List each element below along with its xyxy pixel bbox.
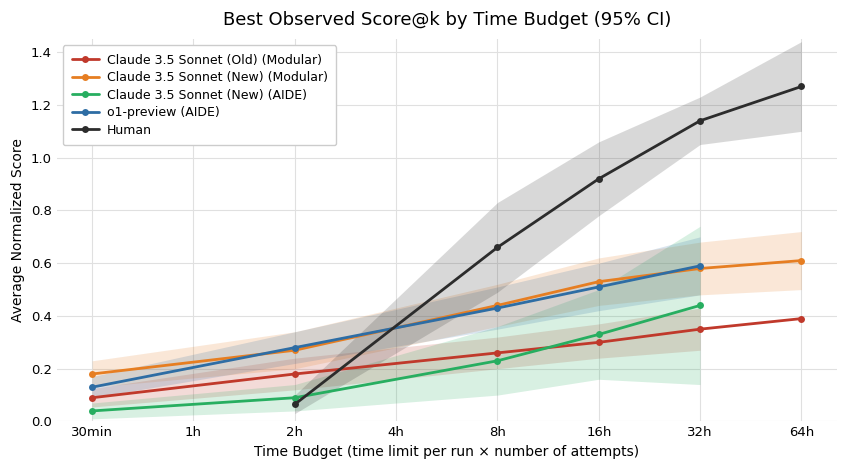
Claude 3.5 Sonnet (New) (AIDE) bbox=[695, 303, 706, 308]
Claude 3.5 Sonnet (New) (AIDE) bbox=[290, 395, 300, 400]
Title: Best Observed Score@k by Time Budget (95% CI): Best Observed Score@k by Time Budget (95… bbox=[222, 11, 671, 29]
o1-preview (AIDE) bbox=[290, 345, 300, 351]
Y-axis label: Average Normalized Score: Average Normalized Score bbox=[11, 138, 25, 322]
Line: Claude 3.5 Sonnet (Old) (Modular): Claude 3.5 Sonnet (Old) (Modular) bbox=[89, 315, 805, 401]
Human bbox=[493, 244, 503, 250]
Claude 3.5 Sonnet (New) (AIDE) bbox=[594, 332, 604, 337]
X-axis label: Time Budget (time limit per run × number of attempts): Time Budget (time limit per run × number… bbox=[254, 445, 639, 459]
Human bbox=[796, 84, 806, 89]
o1-preview (AIDE) bbox=[493, 305, 503, 311]
o1-preview (AIDE) bbox=[695, 263, 706, 269]
Human bbox=[695, 118, 706, 124]
Line: Claude 3.5 Sonnet (New) (AIDE): Claude 3.5 Sonnet (New) (AIDE) bbox=[89, 302, 704, 415]
Claude 3.5 Sonnet (New) (Modular) bbox=[594, 279, 604, 284]
Claude 3.5 Sonnet (New) (Modular) bbox=[290, 347, 300, 353]
Line: o1-preview (AIDE): o1-preview (AIDE) bbox=[89, 262, 704, 391]
Claude 3.5 Sonnet (New) (AIDE) bbox=[493, 358, 503, 364]
Line: Claude 3.5 Sonnet (New) (Modular): Claude 3.5 Sonnet (New) (Modular) bbox=[89, 257, 805, 377]
Claude 3.5 Sonnet (New) (Modular) bbox=[493, 303, 503, 308]
Claude 3.5 Sonnet (New) (Modular) bbox=[695, 266, 706, 271]
Claude 3.5 Sonnet (Old) (Modular) bbox=[695, 326, 706, 332]
Claude 3.5 Sonnet (Old) (Modular) bbox=[796, 316, 806, 321]
Human bbox=[594, 176, 604, 181]
Legend: Claude 3.5 Sonnet (Old) (Modular), Claude 3.5 Sonnet (New) (Modular), Claude 3.5: Claude 3.5 Sonnet (Old) (Modular), Claud… bbox=[63, 45, 337, 145]
Claude 3.5 Sonnet (New) (Modular) bbox=[796, 258, 806, 263]
Human bbox=[290, 401, 300, 407]
Claude 3.5 Sonnet (Old) (Modular) bbox=[594, 339, 604, 345]
Claude 3.5 Sonnet (Old) (Modular) bbox=[493, 350, 503, 356]
Claude 3.5 Sonnet (Old) (Modular) bbox=[290, 371, 300, 377]
Line: Human: Human bbox=[292, 83, 805, 408]
Claude 3.5 Sonnet (Old) (Modular) bbox=[87, 395, 98, 400]
o1-preview (AIDE) bbox=[594, 284, 604, 290]
Claude 3.5 Sonnet (New) (AIDE) bbox=[87, 408, 98, 414]
o1-preview (AIDE) bbox=[87, 384, 98, 390]
Claude 3.5 Sonnet (New) (Modular) bbox=[87, 371, 98, 377]
